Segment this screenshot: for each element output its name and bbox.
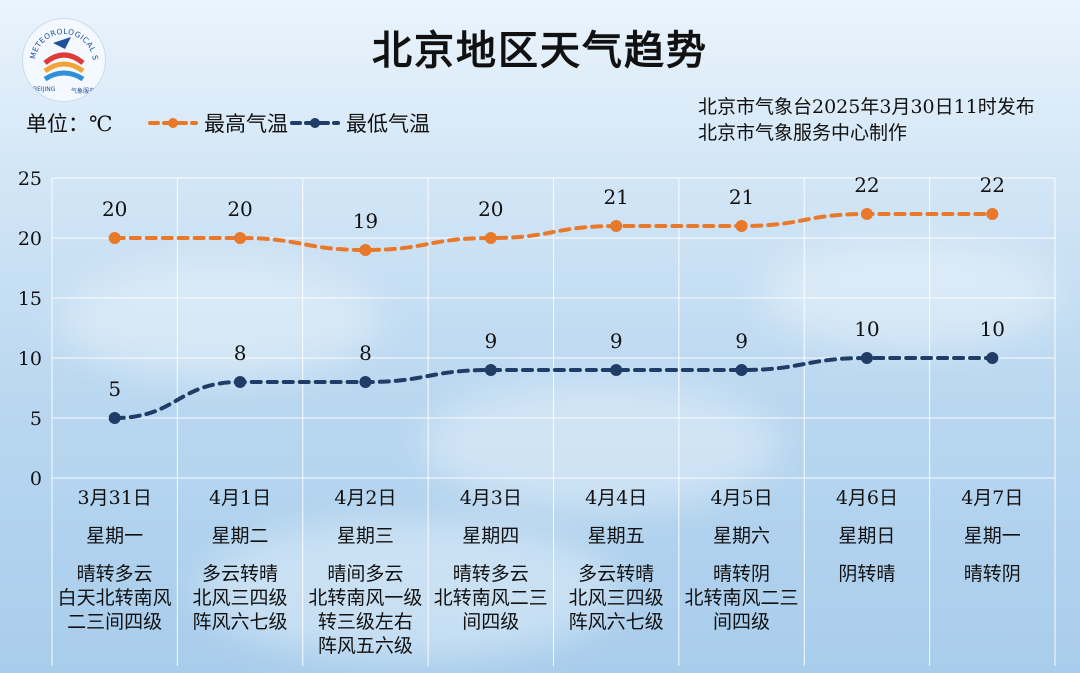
legend-low-temp: 最低气温: [290, 108, 430, 138]
series-line-low: [112, 355, 995, 420]
data-point-low: [359, 376, 372, 388]
legend-low-label: 最低气温: [346, 112, 430, 136]
publisher-line-1: 北京市气象台2025年3月30日11时发布: [698, 96, 1035, 118]
data-point-high: [860, 208, 873, 220]
day-weekday: 星期五: [587, 525, 645, 547]
data-label-low: 9: [484, 329, 497, 353]
data-point-high: [610, 220, 623, 232]
data-point-high: [108, 232, 121, 244]
day-weather: 晴转阴: [713, 563, 771, 585]
day-wind: 北转南风二三 间四级: [433, 587, 548, 633]
day-date: 4月2日: [334, 487, 397, 509]
forecast-day: 4月7日星期一晴转阴: [930, 486, 1055, 586]
day-weekday: 星期二: [211, 525, 269, 547]
data-label-high: 22: [854, 173, 879, 197]
y-tick-label: 20: [18, 228, 42, 250]
day-date: 3月31日: [77, 487, 152, 509]
day-weather: 晴转多云: [452, 563, 529, 585]
forecast-day: 4月6日星期日阴转晴: [804, 486, 929, 586]
forecast-day: 4月2日星期三晴间多云 北转南风一级 转三级左右 阵风五六级: [303, 486, 428, 658]
data-label-high: 21: [729, 185, 754, 209]
day-weather: 多云转晴: [578, 563, 655, 585]
data-point-high: [735, 220, 748, 232]
legend-high-label: 最高气温: [204, 112, 288, 136]
y-tick-label: 25: [18, 168, 42, 190]
y-tick-label: 15: [18, 288, 42, 310]
logo-city-text: BEIJING: [33, 86, 56, 93]
data-point-high: [484, 232, 497, 244]
day-weekday: 星期六: [713, 525, 771, 547]
data-label-low: 5: [108, 377, 121, 401]
day-wind: 白天北转南风 二三间四级: [57, 587, 172, 633]
data-label-low: 8: [359, 341, 372, 365]
day-weather: 晴间多云: [327, 563, 404, 585]
day-weekday: 星期四: [462, 525, 520, 547]
day-date: 4月4日: [585, 487, 648, 509]
forecast-day: 4月5日星期六晴转阴 北转南风二三 间四级: [679, 486, 804, 634]
page-title: 北京地区天气趋势: [372, 27, 708, 74]
data-point-high: [359, 244, 372, 256]
data-label-low: 8: [234, 341, 247, 365]
series-line-high: [112, 211, 995, 253]
publisher-line-2: 北京市气象服务中心制作: [698, 122, 908, 144]
data-label-high: 20: [102, 197, 127, 221]
data-label-high: 20: [227, 197, 252, 221]
data-point-low: [234, 376, 247, 388]
day-wind: 北转南风一级 转三级左右 阵风五六级: [308, 587, 423, 657]
data-point-low: [484, 364, 497, 376]
y-tick-label: 0: [30, 468, 42, 490]
data-label-low: 9: [735, 329, 748, 353]
day-weekday: 星期一: [963, 525, 1021, 547]
data-point-high: [986, 208, 999, 220]
logo-cn-text: 气象服务: [71, 87, 95, 95]
day-wind: 北风三四级 阵风六七级: [192, 587, 288, 633]
day-weekday: 星期一: [86, 525, 144, 547]
y-tick-label: 5: [30, 408, 42, 430]
forecast-day: 3月31日星期一晴转多云 白天北转南风 二三间四级: [52, 486, 177, 634]
data-point-low: [986, 352, 999, 364]
data-point-low: [610, 364, 623, 376]
y-tick-label: 10: [18, 348, 42, 370]
day-date: 4月7日: [961, 487, 1024, 509]
data-point-low: [108, 412, 121, 424]
day-wind: 北转南风二三 间四级: [684, 587, 799, 633]
data-label-high: 21: [603, 185, 628, 209]
day-weather: 晴转阴: [963, 563, 1021, 585]
data-label-low: 10: [980, 317, 1005, 341]
data-point-high: [234, 232, 247, 244]
logo-emblem-icon: METEOROLOGICAL SERVICE BEIJING 气象服务: [23, 19, 99, 95]
day-weekday: 星期三: [336, 525, 394, 547]
data-point-low: [860, 352, 873, 364]
day-date: 4月5日: [710, 487, 773, 509]
day-weekday: 星期日: [838, 525, 896, 547]
forecast-day: 4月1日星期二多云转晴 北风三四级 阵风六七级: [177, 486, 302, 634]
day-weather: 晴转多云: [76, 563, 153, 585]
data-label-low: 10: [854, 317, 879, 341]
legend-low-line-icon: [290, 118, 340, 128]
data-label-high: 20: [478, 197, 503, 221]
day-wind: 北风三四级 阵风六七级: [568, 587, 664, 633]
unit-label: 单位：℃: [26, 112, 113, 136]
meteorological-service-logo: METEOROLOGICAL SERVICE BEIJING 气象服务: [22, 18, 106, 102]
day-date: 4月1日: [208, 487, 272, 509]
day-weather: 阴转晴: [838, 563, 896, 585]
data-label-high: 19: [353, 209, 378, 233]
forecast-day: 4月4日星期五多云转晴 北风三四级 阵风六七级: [554, 486, 679, 634]
data-point-low: [735, 364, 748, 376]
forecast-day: 4月3日星期四晴转多云 北转南风二三 间四级: [428, 486, 553, 634]
legend-high-temp: 最高气温: [148, 108, 288, 138]
data-label-high: 22: [980, 173, 1005, 197]
day-weather: 多云转晴: [202, 563, 279, 585]
day-date: 4月6日: [835, 487, 899, 509]
legend-high-line-icon: [148, 118, 198, 128]
data-label-low: 9: [610, 329, 623, 353]
day-date: 4月3日: [459, 487, 522, 509]
